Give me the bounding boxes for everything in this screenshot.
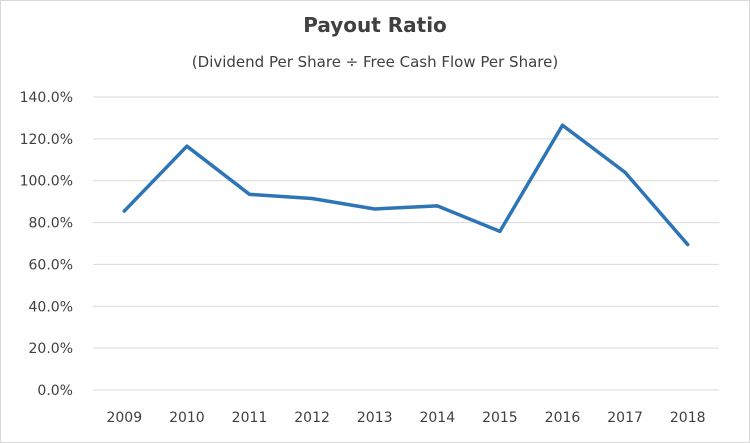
x-tick-label: 2017 — [607, 410, 643, 426]
y-tick-label: 140.0% — [20, 90, 73, 106]
data-point — [373, 207, 377, 211]
chart-title: Payout Ratio — [303, 13, 447, 37]
x-tick-label: 2012 — [294, 410, 330, 426]
x-tick-label: 2015 — [482, 410, 518, 426]
data-point — [185, 144, 189, 148]
data-point — [122, 209, 126, 213]
y-tick-label: 0.0% — [37, 383, 73, 399]
x-tick-label: 2016 — [545, 410, 581, 426]
y-tick-label: 80.0% — [29, 216, 73, 232]
x-tick-label: 2010 — [169, 410, 205, 426]
x-tick-label: 2013 — [357, 410, 393, 426]
data-point — [560, 123, 565, 127]
y-tick-label: 120.0% — [20, 132, 73, 148]
data-point — [310, 196, 314, 201]
data-point — [435, 204, 439, 208]
x-tick-label: 2011 — [232, 410, 268, 426]
data-point — [247, 192, 252, 196]
data-point — [686, 242, 690, 247]
x-tick-label: 2014 — [419, 410, 455, 426]
y-tick-label: 100.0% — [20, 174, 73, 190]
y-tick-label: 20.0% — [29, 341, 73, 357]
series-line — [122, 123, 690, 247]
x-tick-label: 2009 — [106, 410, 142, 426]
data-point — [623, 170, 627, 174]
y-tick-label: 40.0% — [29, 299, 73, 315]
x-tick-label: 2018 — [670, 410, 706, 426]
data-point — [498, 229, 502, 233]
chart-subtitle: (Dividend Per Share ÷ Free Cash Flow Per… — [191, 53, 559, 71]
y-tick-label: 60.0% — [29, 257, 73, 273]
